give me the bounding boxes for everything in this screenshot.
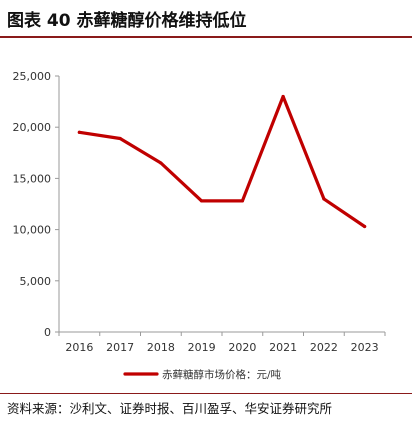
y-tick-label: 20,000 [13, 121, 52, 134]
x-tick-label: 2022 [310, 341, 338, 354]
x-tick-label: 2021 [269, 341, 297, 354]
title-bar: 图表 40 赤藓糖醇价格维持低位 [0, 0, 412, 34]
y-tick-label: 25,000 [13, 70, 52, 83]
data-point [240, 199, 244, 203]
y-tick-label: 5,000 [20, 275, 52, 288]
x-tick-label: 2018 [147, 341, 175, 354]
y-tick-label: 0 [44, 326, 51, 339]
x-tick-label: 2016 [65, 341, 93, 354]
data-point [159, 161, 163, 165]
data-point [281, 94, 285, 99]
source-divider [0, 393, 412, 394]
data-point [363, 224, 367, 229]
data-point [200, 199, 204, 203]
x-tick-label: 2020 [228, 341, 256, 354]
data-point [77, 130, 81, 134]
x-tick-label: 2019 [188, 341, 216, 354]
data-point [118, 136, 122, 141]
chart-area: 0 5,000 10,000 15,000 20,000 25,000 2016 2017 20… [0, 38, 412, 388]
source-note: 资料来源：沙利文、证券时报、百川盈孚、华安证券研究所 [7, 401, 333, 416]
line-chart: 0 5,000 10,000 15,000 20,000 25,000 2016 2017 20… [13, 70, 386, 381]
legend-label: 赤藓糖醇市场价格：元/吨 [162, 368, 282, 381]
y-tick-label: 15,000 [13, 172, 52, 185]
y-tick-label: 10,000 [13, 224, 52, 237]
x-tick-label: 2017 [106, 341, 134, 354]
data-point [322, 197, 326, 201]
title-divider [0, 36, 412, 38]
series-line [77, 94, 367, 229]
x-tick-label: 2023 [351, 341, 379, 354]
chart-title: 图表 40 赤藓糖醇价格维持低位 [7, 11, 247, 31]
